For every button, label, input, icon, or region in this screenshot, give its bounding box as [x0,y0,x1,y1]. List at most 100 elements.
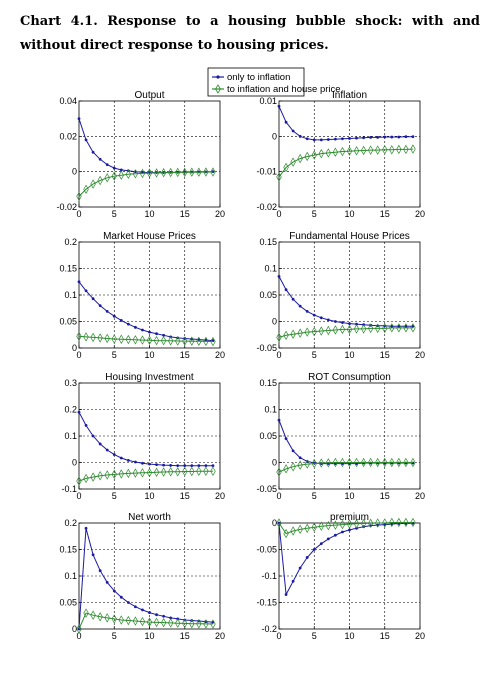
data-point-series-2 [111,614,117,624]
data-point-series-2 [276,518,282,528]
data-point-series-1 [105,580,109,584]
series-line-2 [278,462,413,473]
data-point-series-2 [339,519,346,530]
data-point-series-2 [210,466,216,476]
data-point-series-1 [284,288,288,292]
data-point-series-2 [76,331,82,342]
data-point-series-1 [298,304,302,308]
data-point-series-1 [84,289,88,293]
y-tick-label: 0.3 [64,378,77,388]
data-point-series-1 [211,464,215,468]
y-tick-label: -0.15 [256,598,277,608]
data-point-series-1 [162,614,166,618]
data-point-series-1 [334,533,337,537]
data-point-series-1 [84,424,88,427]
data-point-series-2 [83,473,89,484]
y-tick-label: 0.15 [259,378,277,388]
data-point-series-1 [397,135,401,139]
data-point-series-2 [146,467,153,478]
y-tick-label: 0.15 [59,545,77,555]
data-point-series-2 [90,332,96,343]
panel-title: ROT Consumption [308,372,391,383]
data-point-series-1 [319,542,323,546]
panel-premium: 0 5 10 15 20 -0.2 -0.15 -0.1 -0.05 0 premium [256,512,425,641]
x-tick-label: 15 [180,209,190,219]
x-tick-label: 20 [415,491,425,501]
data-point-series-1 [277,104,281,108]
data-point-series-2 [304,459,310,469]
data-point-series-2 [374,518,381,528]
data-point-series-2 [146,617,153,627]
data-point-series-2 [182,466,188,477]
data-point-series-2 [367,323,374,334]
data-point-series-1 [291,449,295,453]
data-point-series-1 [105,163,109,167]
series-line-2 [278,327,413,338]
data-point-series-2 [90,472,96,482]
data-point-series-1 [155,332,158,336]
data-point-series-2 [403,144,409,155]
panel-market-house-prices: 0 5 10 15 20 0 0.05 0.1 0.15 0.2 Market House Pric… [59,231,225,360]
data-point-series-2 [382,323,388,334]
data-point-series-2 [174,618,181,628]
data-point-series-1 [98,304,102,307]
data-point-series-1 [319,316,323,320]
y-tick-label: 0.02 [59,131,77,141]
data-point-series-2 [389,457,395,468]
chart-caption: Chart 4.1. Response to a housing bubble … [20,14,480,53]
data-point-series-2 [76,476,82,486]
data-point-series-1 [284,120,288,124]
data-point-series-1 [84,138,88,142]
y-tick-label: -0.05 [256,343,277,353]
data-point-series-1 [141,608,144,612]
y-tick-label: -0.1 [61,484,77,494]
y-tick-label: 0 [272,518,277,528]
data-point-series-2 [311,458,317,469]
y-tick-label: 0.2 [64,405,77,415]
data-point-series-1 [369,135,373,139]
data-point-series-2 [182,618,188,629]
data-point-series-2 [125,615,132,626]
data-point-series-2 [146,168,153,178]
x-tick-label: 20 [415,631,425,641]
x-tick-label: 15 [380,491,390,501]
data-point-series-1 [155,463,158,467]
data-point-series-2 [389,145,395,155]
data-point-series-2 [325,148,332,158]
data-point-series-2 [311,150,317,160]
data-point-series-1 [119,595,123,599]
data-point-series-2 [396,323,402,333]
panel-title: Output [134,90,164,101]
y-tick-label: -0.05 [256,484,277,494]
data-point-series-2 [403,457,409,468]
data-point-series-1 [298,134,302,138]
data-point-series-1 [291,297,295,301]
data-point-series-1 [77,280,81,284]
data-point-series-1 [305,137,309,141]
data-point-series-2 [125,468,132,479]
data-point-series-2 [90,179,96,189]
data-point-series-2 [118,334,125,344]
data-point-series-2 [396,457,402,468]
x-tick-label: 5 [112,350,117,360]
y-tick-label: -0.2 [261,624,277,634]
x-tick-label: 10 [344,631,354,641]
series-line-2 [78,470,213,482]
data-point-series-1 [119,168,123,172]
data-point-series-2 [325,325,332,336]
y-tick-label: 0 [72,458,77,468]
data-point-series-2 [153,467,160,478]
data-point-series-2 [360,145,367,156]
data-point-series-2 [297,153,303,164]
data-point-series-1 [162,463,166,467]
data-point-series-1 [298,566,302,570]
series-line-2 [278,522,413,535]
series-line-2 [78,612,213,630]
data-point-series-2 [203,167,209,177]
data-point-series-1 [126,322,130,326]
x-tick-label: 0 [76,491,81,501]
x-tick-label: 15 [180,350,190,360]
x-tick-label: 5 [312,350,317,360]
data-point-series-1 [376,135,380,139]
